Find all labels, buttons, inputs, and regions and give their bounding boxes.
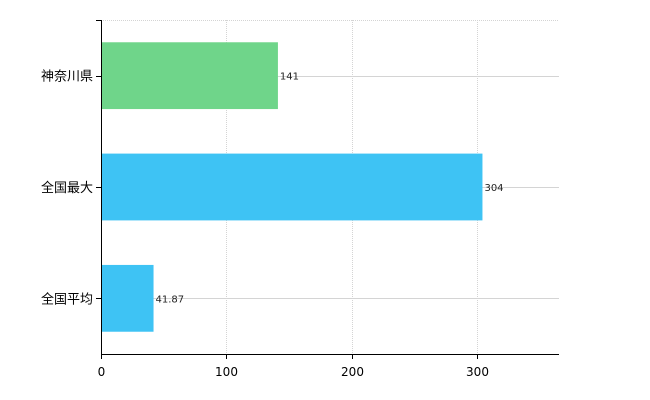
category-label: 全国最大	[41, 180, 93, 196]
data-label: 304	[484, 183, 503, 194]
x-tick-label: 300	[466, 365, 489, 379]
x-tick-label: 0	[98, 365, 106, 379]
x-tick-label: 200	[341, 365, 364, 379]
category-label: 全国平均	[41, 291, 93, 307]
axes	[96, 20, 559, 359]
bar	[101, 264, 154, 332]
category-label: 神奈川県	[41, 70, 93, 85]
bar	[101, 42, 278, 110]
data-label: 141	[280, 72, 299, 83]
x-tick-label: 100	[215, 365, 238, 379]
data-label: 41.87	[156, 294, 185, 305]
bars	[101, 42, 483, 332]
bar	[101, 153, 483, 221]
